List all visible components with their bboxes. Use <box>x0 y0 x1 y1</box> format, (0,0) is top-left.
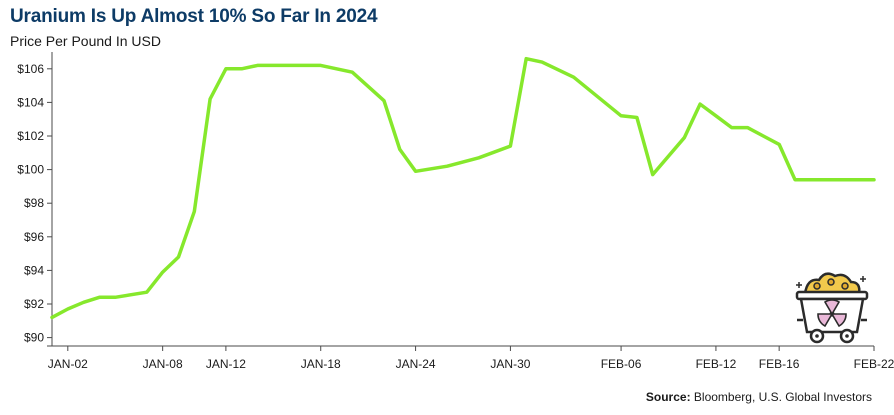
y-axis: $90 $92 $94 $96 $98 $100 $102 $104 $106 <box>17 52 53 346</box>
y-tick-label: $102 <box>17 129 44 143</box>
y-tick-label: $100 <box>17 163 44 177</box>
x-axis: JAN-02 JAN-08 JAN-12 JAN-18 JAN-24 JAN-30 FEB-… <box>47 345 894 371</box>
series-layer <box>50 56 876 320</box>
y-tick-label: $106 <box>17 62 44 76</box>
x-tick-label: JAN-30 <box>490 357 530 371</box>
source-text: Bloomberg, U.S. Global Investors <box>690 390 872 404</box>
mine-cart-uranium-icon <box>795 272 869 344</box>
series-line <box>50 56 876 320</box>
chart-subtitle: Price Per Pound In USD <box>10 33 161 49</box>
x-tick-label: JAN-08 <box>143 357 183 371</box>
x-tick-label: JAN-02 <box>48 357 88 371</box>
x-tick-label: FEB-12 <box>696 357 737 371</box>
chart-title: Uranium Is Up Almost 10% So Far In 2024 <box>10 6 378 27</box>
x-tick-label: FEB-06 <box>601 357 642 371</box>
y-tick-label: $96 <box>24 230 44 244</box>
x-tick-label: JAN-18 <box>301 357 341 371</box>
x-tick-label: JAN-24 <box>396 357 436 371</box>
x-tick-label: FEB-22 <box>854 357 894 371</box>
source-note: Source: Bloomberg, U.S. Global Investors <box>646 390 872 404</box>
y-tick-label: $94 <box>24 263 44 277</box>
source-label: Source: <box>645 390 691 404</box>
x-tick-label: JAN-12 <box>206 357 246 371</box>
y-tick-label: $90 <box>24 331 44 345</box>
y-tick-label: $104 <box>17 95 44 109</box>
x-tick-label: FEB-16 <box>759 357 800 371</box>
y-tick-label: $92 <box>24 297 44 311</box>
y-tick-label: $98 <box>24 196 44 210</box>
